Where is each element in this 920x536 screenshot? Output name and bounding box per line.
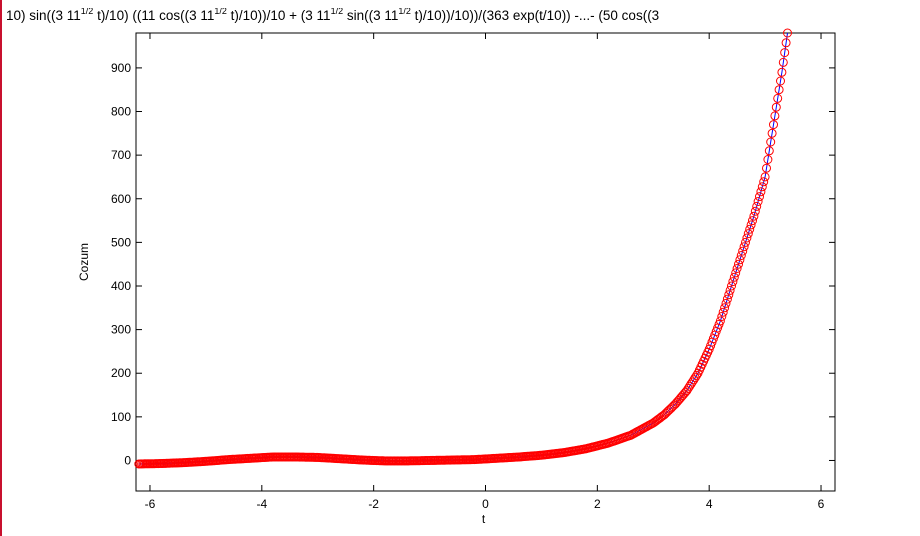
x-tick-label: -2 (368, 497, 379, 511)
data-point (743, 229, 753, 239)
title-segment: t)/10))/10 + (3 11 (226, 8, 331, 23)
data-point (637, 424, 647, 434)
y-tick-label: 900 (111, 61, 131, 75)
data-point (727, 281, 736, 291)
data-point (741, 237, 750, 247)
data-point (729, 272, 739, 282)
chart-title: 10) sin((3 111/2 t)/10) ((11 cos((3 111/… (6, 8, 918, 23)
data-point (769, 120, 778, 130)
title-segment: t)/10) ((11 cos((3 11 (93, 8, 215, 23)
data-point (717, 312, 727, 321)
axes: -6 -4 -2 0 2 4 6 0 100 200 300 400 500 600 700 800 900 (111, 32, 836, 511)
x-tick-label: 6 (818, 497, 825, 511)
data-point (770, 111, 780, 121)
data-point (739, 242, 749, 252)
y-tick-label: 700 (111, 148, 131, 162)
data-point (746, 220, 756, 230)
data-point (748, 216, 757, 226)
x-tick-label: 0 (482, 497, 489, 511)
plot-frame (135, 32, 836, 492)
data-point (764, 146, 774, 156)
data-point (683, 384, 693, 393)
data-point (766, 137, 776, 147)
y-tick-label: 100 (111, 410, 131, 424)
data-point (757, 182, 767, 192)
title-segment: sin((3 11 (343, 8, 399, 23)
title-segment: t)/10))/10))/(363 exp(t/10)) -...- (50 c… (410, 8, 660, 23)
data-point (720, 303, 730, 313)
data-point (759, 177, 769, 187)
x-tick-label: -4 (256, 497, 267, 511)
y-axis-label: Cozum (77, 243, 91, 281)
data-point (732, 264, 742, 273)
data-point (742, 233, 752, 243)
data-point (749, 211, 759, 221)
data-point (745, 224, 755, 234)
x-axis-label: t (482, 512, 486, 526)
data-point (736, 251, 746, 260)
data-point (715, 316, 725, 326)
data-point (763, 155, 773, 164)
data-point (752, 201, 762, 211)
title-superscript: 1/2 (80, 8, 94, 16)
data-point (777, 67, 787, 77)
data-point (633, 426, 643, 436)
data-point (728, 277, 738, 287)
data-point (626, 430, 636, 440)
data-point (692, 370, 702, 380)
data-point (722, 294, 732, 304)
x-tick-label: -6 (145, 497, 156, 511)
data-point (731, 268, 741, 278)
title-superscript: 1/2 (330, 8, 344, 16)
y-tick-label: 0 (124, 453, 131, 467)
data-point (773, 93, 783, 103)
data-point (776, 76, 785, 86)
data-point (760, 172, 770, 182)
data-point (778, 57, 788, 67)
data-point (781, 38, 791, 48)
x-tick-label: 2 (594, 497, 601, 511)
series-area (134, 28, 792, 469)
data-point (774, 85, 784, 95)
data-point (724, 290, 734, 300)
data-point (690, 373, 700, 383)
data-point (718, 307, 728, 317)
title-superscript: 1/2 (214, 8, 227, 16)
data-point (771, 102, 781, 112)
y-tick-label: 800 (111, 105, 131, 119)
data-point (755, 192, 764, 202)
y-tick-label: 600 (111, 192, 131, 206)
data-point (725, 285, 735, 295)
data-point (735, 255, 745, 265)
data-point (689, 375, 699, 385)
data-point (753, 197, 763, 206)
y-tick-label: 200 (111, 366, 131, 380)
data-point (641, 422, 651, 432)
data-point (721, 298, 731, 308)
y-tick-label: 400 (111, 279, 131, 293)
data-point (780, 48, 790, 58)
x-tick-label: 4 (706, 497, 713, 511)
title-superscript: 1/2 (398, 8, 411, 16)
data-point (738, 246, 748, 256)
y-tick-label: 300 (111, 323, 131, 337)
data-point (750, 206, 760, 216)
data-point (734, 259, 743, 269)
data-point (687, 377, 697, 387)
data-point (783, 28, 792, 38)
data-point (762, 163, 771, 173)
data-point (756, 187, 766, 197)
window-left-border (0, 0, 2, 536)
data-point (682, 386, 692, 396)
title-segment: 10) sin((3 11 (6, 8, 81, 23)
y-tick-label: 500 (111, 235, 131, 249)
data-point (767, 128, 777, 138)
